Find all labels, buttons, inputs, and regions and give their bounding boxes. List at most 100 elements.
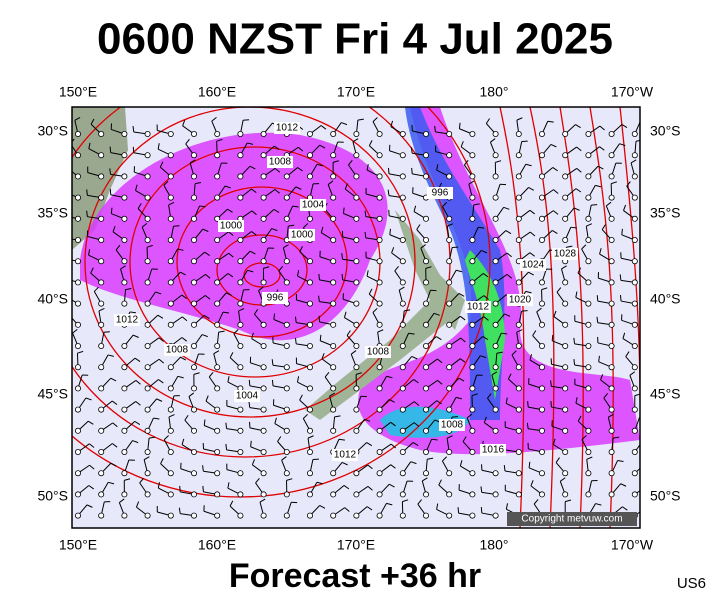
barb-station bbox=[608, 173, 615, 180]
barb-station bbox=[237, 406, 244, 413]
barb-station bbox=[75, 173, 82, 180]
barb-station bbox=[376, 448, 383, 455]
barb-station bbox=[167, 194, 174, 201]
barb-station bbox=[562, 448, 569, 455]
barb-station bbox=[353, 215, 360, 222]
barb-flag bbox=[364, 418, 371, 422]
barb-station bbox=[306, 512, 313, 519]
barb-flag bbox=[119, 498, 125, 503]
barb-flag bbox=[216, 138, 223, 142]
barb-station bbox=[422, 300, 429, 307]
barb-station bbox=[585, 152, 592, 159]
barb-flag bbox=[458, 377, 465, 382]
copyright: Copyright metvuw.com bbox=[521, 514, 622, 525]
barb-flag bbox=[181, 438, 185, 445]
barb-flag bbox=[533, 499, 539, 505]
barb-station bbox=[237, 342, 244, 349]
barb-station bbox=[190, 236, 197, 243]
barb-station bbox=[98, 364, 105, 371]
barb-station bbox=[492, 152, 499, 159]
barb-flag bbox=[277, 436, 282, 442]
barb-station bbox=[469, 215, 476, 222]
barb-station bbox=[330, 364, 337, 371]
barb-flag bbox=[299, 394, 303, 401]
barb-station bbox=[121, 152, 128, 159]
barb-station bbox=[306, 300, 313, 307]
barb-station bbox=[469, 491, 476, 498]
barb-station bbox=[98, 215, 105, 222]
barb-station bbox=[214, 173, 221, 180]
barb-flag bbox=[112, 422, 118, 428]
barb-station bbox=[260, 130, 267, 137]
barb-station bbox=[306, 470, 313, 477]
barb-flag bbox=[297, 167, 303, 172]
barb-station bbox=[608, 258, 615, 265]
barb-station bbox=[608, 215, 615, 222]
barb-flag bbox=[273, 313, 276, 320]
barb-flag bbox=[536, 307, 542, 313]
barb-station bbox=[144, 300, 151, 307]
barb-station bbox=[190, 215, 197, 222]
barb-flag bbox=[368, 288, 373, 295]
barb-flag bbox=[177, 375, 184, 379]
barb-station bbox=[631, 258, 638, 265]
barb-flag bbox=[551, 230, 558, 235]
barb-flag bbox=[463, 159, 469, 166]
barb-station bbox=[539, 406, 546, 413]
barb-station bbox=[98, 321, 105, 328]
barb-station bbox=[585, 342, 592, 349]
lat-label-right: 45°S bbox=[650, 386, 681, 402]
barb-station bbox=[399, 215, 406, 222]
barb-station bbox=[190, 279, 197, 286]
barb-station bbox=[376, 258, 383, 265]
barb-flag bbox=[90, 267, 94, 274]
barb-flag bbox=[259, 498, 266, 503]
barb-station bbox=[376, 385, 383, 392]
barb-station bbox=[283, 470, 290, 477]
barb-station bbox=[515, 427, 522, 434]
barb-station bbox=[539, 364, 546, 371]
barb-station bbox=[562, 470, 569, 477]
barb-station bbox=[144, 470, 151, 477]
barb-station bbox=[492, 470, 499, 477]
barb-station bbox=[121, 342, 128, 349]
barb-flag bbox=[413, 401, 420, 406]
barb-station bbox=[585, 385, 592, 392]
barb-station bbox=[237, 173, 244, 180]
barb-station bbox=[214, 236, 221, 243]
barb-station bbox=[121, 236, 128, 243]
barb-flag bbox=[228, 231, 234, 236]
barb-station bbox=[237, 512, 244, 519]
barb-station bbox=[492, 236, 499, 243]
barb-flag bbox=[433, 312, 440, 316]
barb-station bbox=[283, 427, 290, 434]
barb-flag bbox=[263, 266, 270, 269]
barb-flag bbox=[319, 334, 322, 341]
barb-flag bbox=[139, 477, 144, 484]
barb-flag bbox=[411, 167, 413, 174]
barb-station bbox=[492, 279, 499, 286]
barb-station bbox=[75, 512, 82, 519]
barb-flag bbox=[646, 508, 651, 512]
barb-station bbox=[515, 470, 522, 477]
barb-station bbox=[260, 364, 267, 371]
barb-station bbox=[422, 512, 429, 519]
barb-flag bbox=[129, 311, 136, 314]
barb-flag bbox=[473, 203, 480, 206]
barb-station bbox=[214, 427, 221, 434]
barb-flag bbox=[576, 146, 582, 152]
barb-flag bbox=[302, 413, 308, 419]
barb-flag bbox=[577, 415, 582, 422]
barb-station bbox=[121, 215, 128, 222]
isobar-label: 1008 bbox=[367, 347, 390, 358]
barb-flag bbox=[503, 464, 506, 472]
barb-flag bbox=[490, 138, 496, 143]
barb-flag bbox=[72, 309, 73, 310]
isobar-label: 1008 bbox=[269, 157, 292, 168]
barb-flag bbox=[389, 399, 395, 403]
barb-flag bbox=[487, 393, 492, 399]
barb-station bbox=[631, 470, 638, 477]
barb-station bbox=[75, 342, 82, 349]
barb-station bbox=[353, 364, 360, 371]
isobar-label-bg bbox=[507, 294, 533, 306]
